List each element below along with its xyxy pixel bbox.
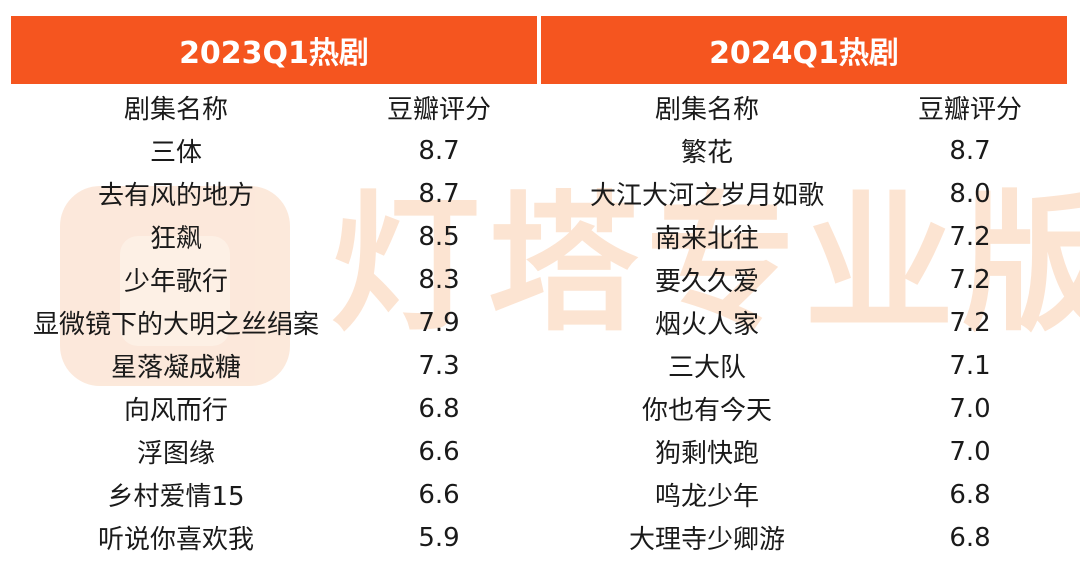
douban-score-cell: 8.7 <box>418 178 460 209</box>
drama-name-cell: 大江大河之岁月如歌 <box>589 181 824 211</box>
douban-score-cell: 8.7 <box>949 135 991 166</box>
table-row: 向风而行 6.8 <box>11 387 537 430</box>
douban-score-cell: 7.2 <box>949 221 991 252</box>
douban-score-cell: 7.2 <box>949 307 991 338</box>
douban-score-cell: 5.9 <box>418 522 460 553</box>
douban-score-cell: 7.1 <box>949 350 991 381</box>
table-row: 南来北往 7.2 <box>541 215 1067 258</box>
douban-score-cell: 7.3 <box>418 350 460 381</box>
table-2024q1: 2024Q1热剧 剧集名称 豆瓣评分 繁花 8.7 大江大河之岁月如歌 8.0 南来北往… <box>541 16 1067 559</box>
drama-name-cell: 去有风的地方 <box>97 181 254 211</box>
table-row: 要久久爱 7.2 <box>541 258 1067 301</box>
table-row: 烟火人家 7.2 <box>541 301 1067 344</box>
table-header-row: 剧集名称 豆瓣评分 <box>541 86 1067 129</box>
drama-name-cell: 向风而行 <box>123 396 228 426</box>
drama-name-cell: 乡村爱情15 <box>107 482 245 512</box>
table-title-2023q1: 2023Q1热剧 <box>11 16 537 84</box>
douban-score-cell: 6.8 <box>949 522 991 553</box>
table-row: 狗剩快跑 7.0 <box>541 430 1067 473</box>
douban-score-cell: 6.8 <box>949 479 991 510</box>
table-2023q1: 2023Q1热剧 剧集名称 豆瓣评分 三体 8.7 去有风的地方 8.7 狂飙 8.5 少年… <box>11 16 537 559</box>
douban-score-cell: 8.5 <box>418 221 460 252</box>
drama-name-cell: 狗剩快跑 <box>654 439 759 469</box>
douban-score-cell: 8.3 <box>418 264 460 295</box>
table-row: 你也有今天 7.0 <box>541 387 1067 430</box>
table-row: 星落凝成糖 7.3 <box>11 344 537 387</box>
drama-name-cell: 星落凝成糖 <box>110 353 241 383</box>
table-row: 三大队 7.1 <box>541 344 1067 387</box>
douban-score-cell: 8.7 <box>418 135 460 166</box>
table-header-row: 剧集名称 豆瓣评分 <box>11 86 537 129</box>
drama-name-cell: 狂飙 <box>149 224 202 254</box>
douban-score-cell: 6.6 <box>418 436 460 467</box>
table-row: 繁花 8.7 <box>541 129 1067 172</box>
header-divider <box>537 16 539 84</box>
column-header-score: 豆瓣评分 <box>386 95 491 125</box>
drama-name-cell: 大理寺少卿游 <box>628 525 785 555</box>
drama-name-cell: 你也有今天 <box>641 396 772 426</box>
table-row: 少年歌行 8.3 <box>11 258 537 301</box>
douban-score-cell: 7.9 <box>418 307 460 338</box>
table-row: 浮图缘 6.6 <box>11 430 537 473</box>
douban-score-cell: 6.8 <box>418 393 460 424</box>
table-row: 三体 8.7 <box>11 129 537 172</box>
table-row: 狂飙 8.5 <box>11 215 537 258</box>
table-row: 乡村爱情15 6.6 <box>11 473 537 516</box>
table-body: 三体 8.7 去有风的地方 8.7 狂飙 8.5 少年歌行 8.3 显微镜下的大明之丝绢案 7.9… <box>11 129 537 559</box>
table-title-2024q1: 2024Q1热剧 <box>541 16 1067 84</box>
drama-name-cell: 鸣龙少年 <box>654 482 759 512</box>
table-row: 显微镜下的大明之丝绢案 7.9 <box>11 301 537 344</box>
drama-name-cell: 三大队 <box>667 353 746 383</box>
douban-score-cell: 6.6 <box>418 479 460 510</box>
table-row: 大江大河之岁月如歌 8.0 <box>541 172 1067 215</box>
column-header-name: 剧集名称 <box>654 95 759 125</box>
table-body: 繁花 8.7 大江大河之岁月如歌 8.0 南来北往 7.2 要久久爱 7.2 烟火人家 7.2 三大… <box>541 129 1067 559</box>
drama-name-cell: 听说你喜欢我 <box>97 525 254 555</box>
table-row: 鸣龙少年 6.8 <box>541 473 1067 516</box>
drama-name-cell: 要久久爱 <box>654 267 759 297</box>
drama-name-cell: 南来北往 <box>654 224 759 254</box>
column-header-score: 豆瓣评分 <box>917 95 1022 125</box>
douban-score-cell: 7.0 <box>949 393 991 424</box>
douban-score-cell: 7.0 <box>949 436 991 467</box>
drama-name-cell: 浮图缘 <box>136 439 215 469</box>
drama-name-cell: 显微镜下的大明之丝绢案 <box>32 310 319 340</box>
drama-name-cell: 繁花 <box>680 138 733 168</box>
douban-score-cell: 7.2 <box>949 264 991 295</box>
douban-score-cell: 8.0 <box>949 178 991 209</box>
drama-name-cell: 烟火人家 <box>654 310 759 340</box>
drama-name-cell: 三体 <box>149 138 202 168</box>
table-row: 大理寺少卿游 6.8 <box>541 516 1067 559</box>
table-row: 去有风的地方 8.7 <box>11 172 537 215</box>
table-row: 听说你喜欢我 5.9 <box>11 516 537 559</box>
drama-name-cell: 少年歌行 <box>123 267 228 297</box>
column-header-name: 剧集名称 <box>123 95 228 125</box>
